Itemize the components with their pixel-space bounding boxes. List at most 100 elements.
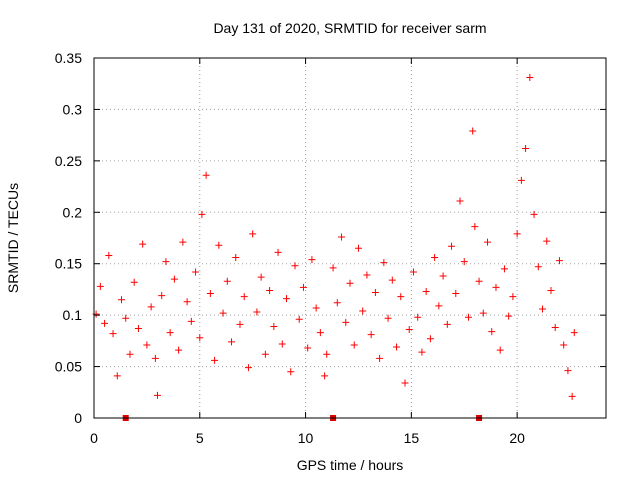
data-point [534, 263, 542, 271]
x-tick-label: 20 [509, 430, 525, 446]
data-point [551, 323, 559, 331]
data-point [539, 305, 547, 313]
y-tick-label: 0 [74, 410, 82, 426]
points-layer [92, 74, 578, 400]
data-point [346, 279, 354, 287]
data-point [187, 317, 195, 325]
data-point [232, 254, 240, 262]
data-point [492, 283, 500, 291]
data-point [287, 368, 295, 376]
data-point [359, 307, 367, 315]
data-point [342, 318, 350, 326]
data-point [308, 256, 316, 264]
data-point [479, 309, 487, 317]
data-point [192, 268, 200, 276]
data-point [568, 392, 576, 400]
y-tick-label: 0.2 [63, 204, 83, 220]
data-point [464, 313, 472, 321]
data-point [496, 346, 504, 354]
data-point [274, 248, 282, 256]
data-point [96, 282, 104, 290]
data-point [278, 340, 286, 348]
data-point [236, 320, 244, 328]
data-point [244, 364, 252, 372]
data-point [338, 233, 346, 241]
data-point [547, 286, 555, 294]
data-point [469, 127, 477, 135]
data-point [570, 329, 578, 337]
data-point [223, 277, 231, 285]
data-point [179, 238, 187, 246]
data-point [175, 346, 183, 354]
data-point [513, 230, 521, 238]
x-tick-label: 10 [298, 430, 314, 446]
data-point [257, 273, 265, 281]
data-point [323, 350, 331, 358]
data-point [500, 265, 508, 273]
data-point [555, 257, 563, 265]
data-point [517, 176, 525, 184]
data-point [295, 315, 303, 323]
data-point [158, 292, 166, 300]
data-point [130, 278, 138, 286]
data-point [431, 254, 439, 262]
data-point [109, 330, 117, 338]
y-tick-label: 0.15 [55, 256, 82, 272]
data-point [422, 287, 430, 295]
data-point [215, 241, 223, 249]
data-point [380, 259, 388, 267]
data-point [266, 286, 274, 294]
data-point [435, 302, 443, 310]
data-point [151, 354, 159, 362]
data-point [439, 272, 447, 280]
data-point [240, 293, 248, 301]
data-point [261, 350, 269, 358]
data-point [206, 290, 214, 298]
ticks-layer [93, 57, 606, 419]
data-point [543, 237, 551, 245]
x-axis-label: GPS time / hours [297, 457, 404, 473]
data-point [401, 379, 409, 387]
data-point [316, 329, 324, 337]
data-point [350, 341, 358, 349]
x-tick-label: 15 [404, 430, 420, 446]
data-point [139, 240, 147, 248]
y-axis-label: SRMTID / TECUs [5, 183, 21, 293]
data-point [376, 354, 384, 362]
data-point [456, 197, 464, 205]
data-point [299, 283, 307, 291]
data-point [143, 341, 151, 349]
data-point [448, 242, 456, 250]
data-point [443, 320, 451, 328]
data-point [484, 238, 492, 246]
data-point [526, 74, 534, 82]
data-point [354, 244, 362, 252]
data-point [211, 356, 219, 364]
data-point [304, 344, 312, 352]
data-point [253, 308, 261, 316]
data-point [113, 372, 121, 380]
data-point [202, 171, 210, 179]
data-point [426, 335, 434, 343]
grid-layer [94, 58, 606, 418]
data-point [333, 299, 341, 307]
data-point [101, 319, 109, 327]
data-point [405, 326, 413, 334]
data-point [329, 264, 337, 272]
data-point [321, 372, 329, 380]
data-point [475, 277, 483, 285]
data-point [122, 314, 130, 322]
data-point [118, 296, 126, 304]
data-point [471, 223, 479, 231]
data-point [393, 343, 401, 351]
data-point [170, 275, 178, 283]
x-tick-label: 0 [90, 430, 98, 446]
data-point [134, 325, 142, 333]
data-point [397, 293, 405, 301]
data-point [162, 258, 170, 266]
data-point [126, 350, 134, 358]
data-point [409, 268, 417, 276]
data-point [270, 322, 278, 330]
